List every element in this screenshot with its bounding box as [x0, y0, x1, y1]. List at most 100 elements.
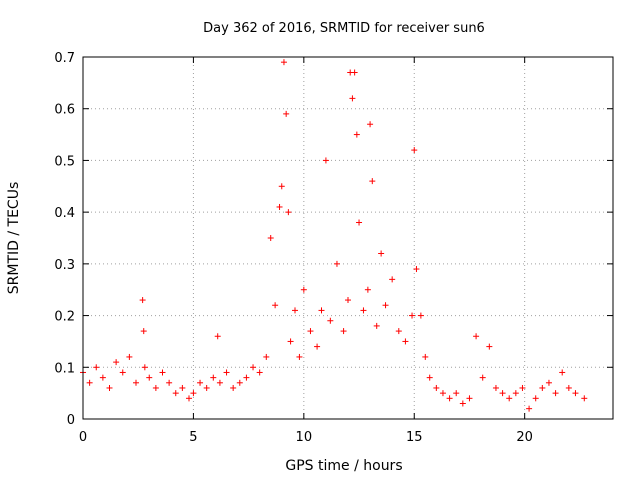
x-axis-label: GPS time / hours	[285, 458, 402, 474]
data-point	[539, 384, 546, 391]
y-tick-label: 0.1	[54, 361, 75, 376]
data-point	[166, 379, 173, 386]
data-point	[159, 369, 166, 376]
x-tick-label: 0	[79, 430, 87, 445]
data-point	[565, 384, 572, 391]
data-point	[360, 307, 367, 314]
data-point	[532, 395, 539, 402]
data-point	[314, 343, 321, 350]
data-point	[146, 374, 153, 381]
data-point	[214, 333, 221, 340]
data-point	[382, 302, 389, 309]
data-point	[389, 276, 396, 283]
data-point	[278, 183, 285, 190]
data-point	[519, 384, 526, 391]
data-point	[86, 379, 93, 386]
data-point	[197, 379, 204, 386]
data-point	[256, 369, 263, 376]
data-point	[216, 379, 223, 386]
axis-ticks: 0 0.1 0.2 0.3 0.4 0.5 0.6 0.7 0 5 10 15 20	[54, 51, 613, 445]
y-tick-label: 0.3	[54, 258, 75, 273]
data-point	[526, 405, 533, 412]
y-tick-label: 0.4	[54, 206, 75, 221]
y-tick-label: 0.7	[54, 51, 75, 66]
data-point	[106, 384, 113, 391]
data-point	[230, 384, 237, 391]
data-point	[572, 390, 579, 397]
x-tick-label: 20	[516, 430, 533, 445]
y-tick-label: 0.2	[54, 310, 75, 325]
grid-lines	[83, 57, 613, 419]
data-point	[300, 286, 307, 293]
data-point	[333, 260, 340, 267]
data-point	[422, 353, 429, 360]
data-point	[506, 395, 513, 402]
data-point	[99, 374, 106, 381]
data-point	[267, 235, 274, 241]
y-tick-label: 0.5	[54, 154, 75, 169]
data-point	[250, 364, 257, 371]
data-point	[263, 353, 270, 360]
data-point	[133, 379, 139, 386]
data-point	[492, 384, 499, 391]
data-point	[486, 343, 493, 350]
data-point	[152, 384, 159, 391]
data-point	[351, 69, 358, 76]
data-point	[126, 353, 133, 360]
data-point	[203, 384, 210, 391]
data-point	[186, 395, 192, 402]
data-point	[243, 374, 250, 381]
data-point	[179, 384, 186, 391]
data-point	[559, 369, 566, 376]
data-point	[446, 395, 453, 402]
data-point	[140, 328, 147, 335]
data-point	[327, 317, 334, 324]
data-point	[402, 338, 409, 345]
data-point	[296, 353, 303, 360]
data-point	[318, 307, 325, 314]
data-point	[369, 178, 376, 185]
data-point	[395, 328, 402, 335]
data-point	[552, 390, 559, 397]
data-point	[141, 364, 148, 371]
data-point	[307, 328, 314, 335]
data-point	[190, 390, 197, 397]
data-point	[353, 131, 360, 138]
data-point	[292, 307, 298, 314]
x-tick-label: 10	[296, 430, 313, 445]
data-point	[466, 395, 473, 402]
data-point	[433, 384, 440, 391]
data-point	[172, 390, 179, 397]
data-point	[340, 328, 347, 335]
x-tick-label: 15	[406, 430, 423, 445]
data-point	[272, 302, 279, 309]
data-point	[236, 379, 243, 386]
chart-title: Day 362 of 2016, SRMTID for receiver sun…	[203, 21, 485, 36]
data-point	[287, 338, 294, 345]
data-point	[453, 390, 460, 397]
x-tick-label: 5	[189, 430, 197, 445]
data-point	[439, 390, 446, 397]
data-point	[223, 369, 230, 376]
data-point	[409, 312, 416, 319]
data-point	[373, 322, 380, 329]
data-point	[413, 266, 420, 273]
data-point	[93, 364, 100, 371]
data-point	[364, 286, 371, 293]
data-point	[581, 395, 588, 402]
y-tick-label: 0.6	[54, 103, 75, 118]
data-point	[417, 312, 424, 319]
data-point	[276, 203, 283, 210]
data-point	[119, 369, 126, 376]
y-axis-label: SRMTID / TECUs	[6, 182, 22, 295]
data-point	[210, 374, 217, 381]
data-point	[345, 297, 351, 304]
y-tick-label: 0	[67, 413, 75, 428]
data-point	[349, 95, 356, 102]
data-point	[426, 374, 433, 381]
data-point	[411, 147, 418, 154]
data-point	[479, 374, 486, 381]
data-point	[499, 390, 506, 397]
plot-frame	[82, 56, 614, 420]
